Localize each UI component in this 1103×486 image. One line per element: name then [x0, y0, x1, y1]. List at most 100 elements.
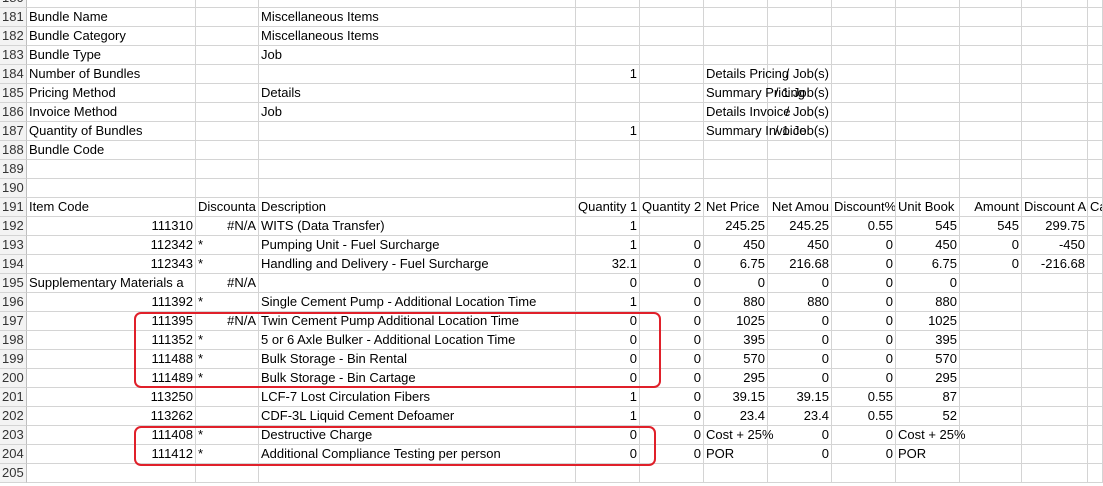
cell[interactable]: 0	[768, 369, 832, 388]
row-header[interactable]: 191	[0, 198, 27, 217]
row-header[interactable]: 180	[0, 0, 27, 8]
cell[interactable]	[640, 179, 704, 198]
cell[interactable]: 113262	[27, 407, 196, 426]
row-header[interactable]: 197	[0, 312, 27, 331]
cell[interactable]: CDF-3L Liquid Cement Defoamer	[259, 407, 576, 426]
cell[interactable]: Miscellaneous Items	[259, 27, 576, 46]
cell[interactable]	[832, 0, 896, 8]
cell[interactable]	[960, 0, 1022, 8]
cell[interactable]: Job	[259, 46, 576, 65]
cell[interactable]: 111412	[27, 445, 196, 464]
cell[interactable]	[960, 293, 1022, 312]
cell[interactable]	[768, 141, 832, 160]
cell[interactable]	[960, 65, 1022, 84]
row-header[interactable]: 181	[0, 8, 27, 27]
cell[interactable]	[576, 84, 640, 103]
cell[interactable]	[1022, 293, 1088, 312]
cell[interactable]: 0	[576, 350, 640, 369]
cell[interactable]	[1022, 84, 1088, 103]
cell[interactable]: 545	[960, 217, 1022, 236]
cell[interactable]: 32.1	[576, 255, 640, 274]
cell[interactable]: 6.75	[896, 255, 960, 274]
cell[interactable]: 0.55	[832, 388, 896, 407]
cell[interactable]: 245.25	[768, 217, 832, 236]
cell[interactable]: 880	[896, 293, 960, 312]
cell[interactable]	[1022, 312, 1088, 331]
cell[interactable]: 295	[896, 369, 960, 388]
cell[interactable]: Quantity 1	[576, 198, 640, 217]
cell[interactable]	[640, 27, 704, 46]
cell[interactable]	[1088, 46, 1103, 65]
cell[interactable]	[768, 160, 832, 179]
cell[interactable]: 111408	[27, 426, 196, 445]
row-header[interactable]: 202	[0, 407, 27, 426]
row-header[interactable]: 185	[0, 84, 27, 103]
cell[interactable]	[576, 8, 640, 27]
cell[interactable]: 0	[640, 312, 704, 331]
cell[interactable]: Net Price	[704, 198, 768, 217]
cell[interactable]: 1	[576, 293, 640, 312]
cell[interactable]	[640, 103, 704, 122]
cell[interactable]: *	[196, 236, 259, 255]
cell[interactable]	[704, 0, 768, 8]
cell[interactable]: *	[196, 331, 259, 350]
cell[interactable]	[832, 179, 896, 198]
cell[interactable]	[640, 464, 704, 483]
cell[interactable]	[832, 46, 896, 65]
cell[interactable]	[768, 46, 832, 65]
cell[interactable]: 0	[576, 445, 640, 464]
row-header[interactable]: 204	[0, 445, 27, 464]
cell[interactable]	[960, 388, 1022, 407]
cell[interactable]	[1088, 236, 1103, 255]
cell[interactable]: Bundle Category	[27, 27, 196, 46]
cell[interactable]: 111395	[27, 312, 196, 331]
cell[interactable]	[576, 27, 640, 46]
cell[interactable]	[1088, 65, 1103, 84]
cell[interactable]: Description	[259, 198, 576, 217]
cell[interactable]	[196, 407, 259, 426]
cell[interactable]: 0	[832, 255, 896, 274]
cell[interactable]	[960, 331, 1022, 350]
cell[interactable]	[640, 217, 704, 236]
cell[interactable]	[960, 445, 1022, 464]
row-header[interactable]: 199	[0, 350, 27, 369]
cell[interactable]	[640, 141, 704, 160]
cell[interactable]	[196, 103, 259, 122]
cell[interactable]: 570	[704, 350, 768, 369]
cell[interactable]	[832, 464, 896, 483]
cell[interactable]: Discount%	[832, 198, 896, 217]
cell[interactable]: Details Invoice	[704, 103, 791, 122]
cell[interactable]	[960, 84, 1022, 103]
cell[interactable]	[960, 426, 1022, 445]
cell[interactable]	[259, 464, 576, 483]
cell[interactable]	[960, 312, 1022, 331]
cell[interactable]	[1088, 255, 1103, 274]
cell[interactable]	[640, 0, 704, 8]
cell[interactable]: Supplementary Materials a	[27, 274, 196, 293]
cell[interactable]: 0	[576, 426, 640, 445]
cell[interactable]	[1022, 27, 1088, 46]
cell[interactable]: 1025	[704, 312, 768, 331]
cell[interactable]: Bulk Storage - Bin Cartage	[259, 369, 576, 388]
cell[interactable]: Handling and Delivery - Fuel Surcharge	[259, 255, 576, 274]
cell[interactable]	[1022, 46, 1088, 65]
cell[interactable]	[960, 179, 1022, 198]
row-header[interactable]: 183	[0, 46, 27, 65]
cell[interactable]: 1025	[896, 312, 960, 331]
row-header[interactable]: 198	[0, 331, 27, 350]
cell[interactable]	[1088, 388, 1103, 407]
cell[interactable]: 111392	[27, 293, 196, 312]
cell[interactable]: / 1 Job(s)	[768, 122, 832, 141]
cell[interactable]	[1088, 217, 1103, 236]
row-header[interactable]: 187	[0, 122, 27, 141]
cell[interactable]	[1088, 103, 1103, 122]
cell[interactable]: POR	[704, 445, 768, 464]
cell[interactable]: 112343	[27, 255, 196, 274]
cell[interactable]	[768, 464, 832, 483]
cell[interactable]	[768, 0, 832, 8]
cell[interactable]: 0	[832, 312, 896, 331]
cell[interactable]: 0	[832, 426, 896, 445]
cell[interactable]	[960, 27, 1022, 46]
cell[interactable]	[1088, 8, 1103, 27]
cell[interactable]	[896, 46, 960, 65]
